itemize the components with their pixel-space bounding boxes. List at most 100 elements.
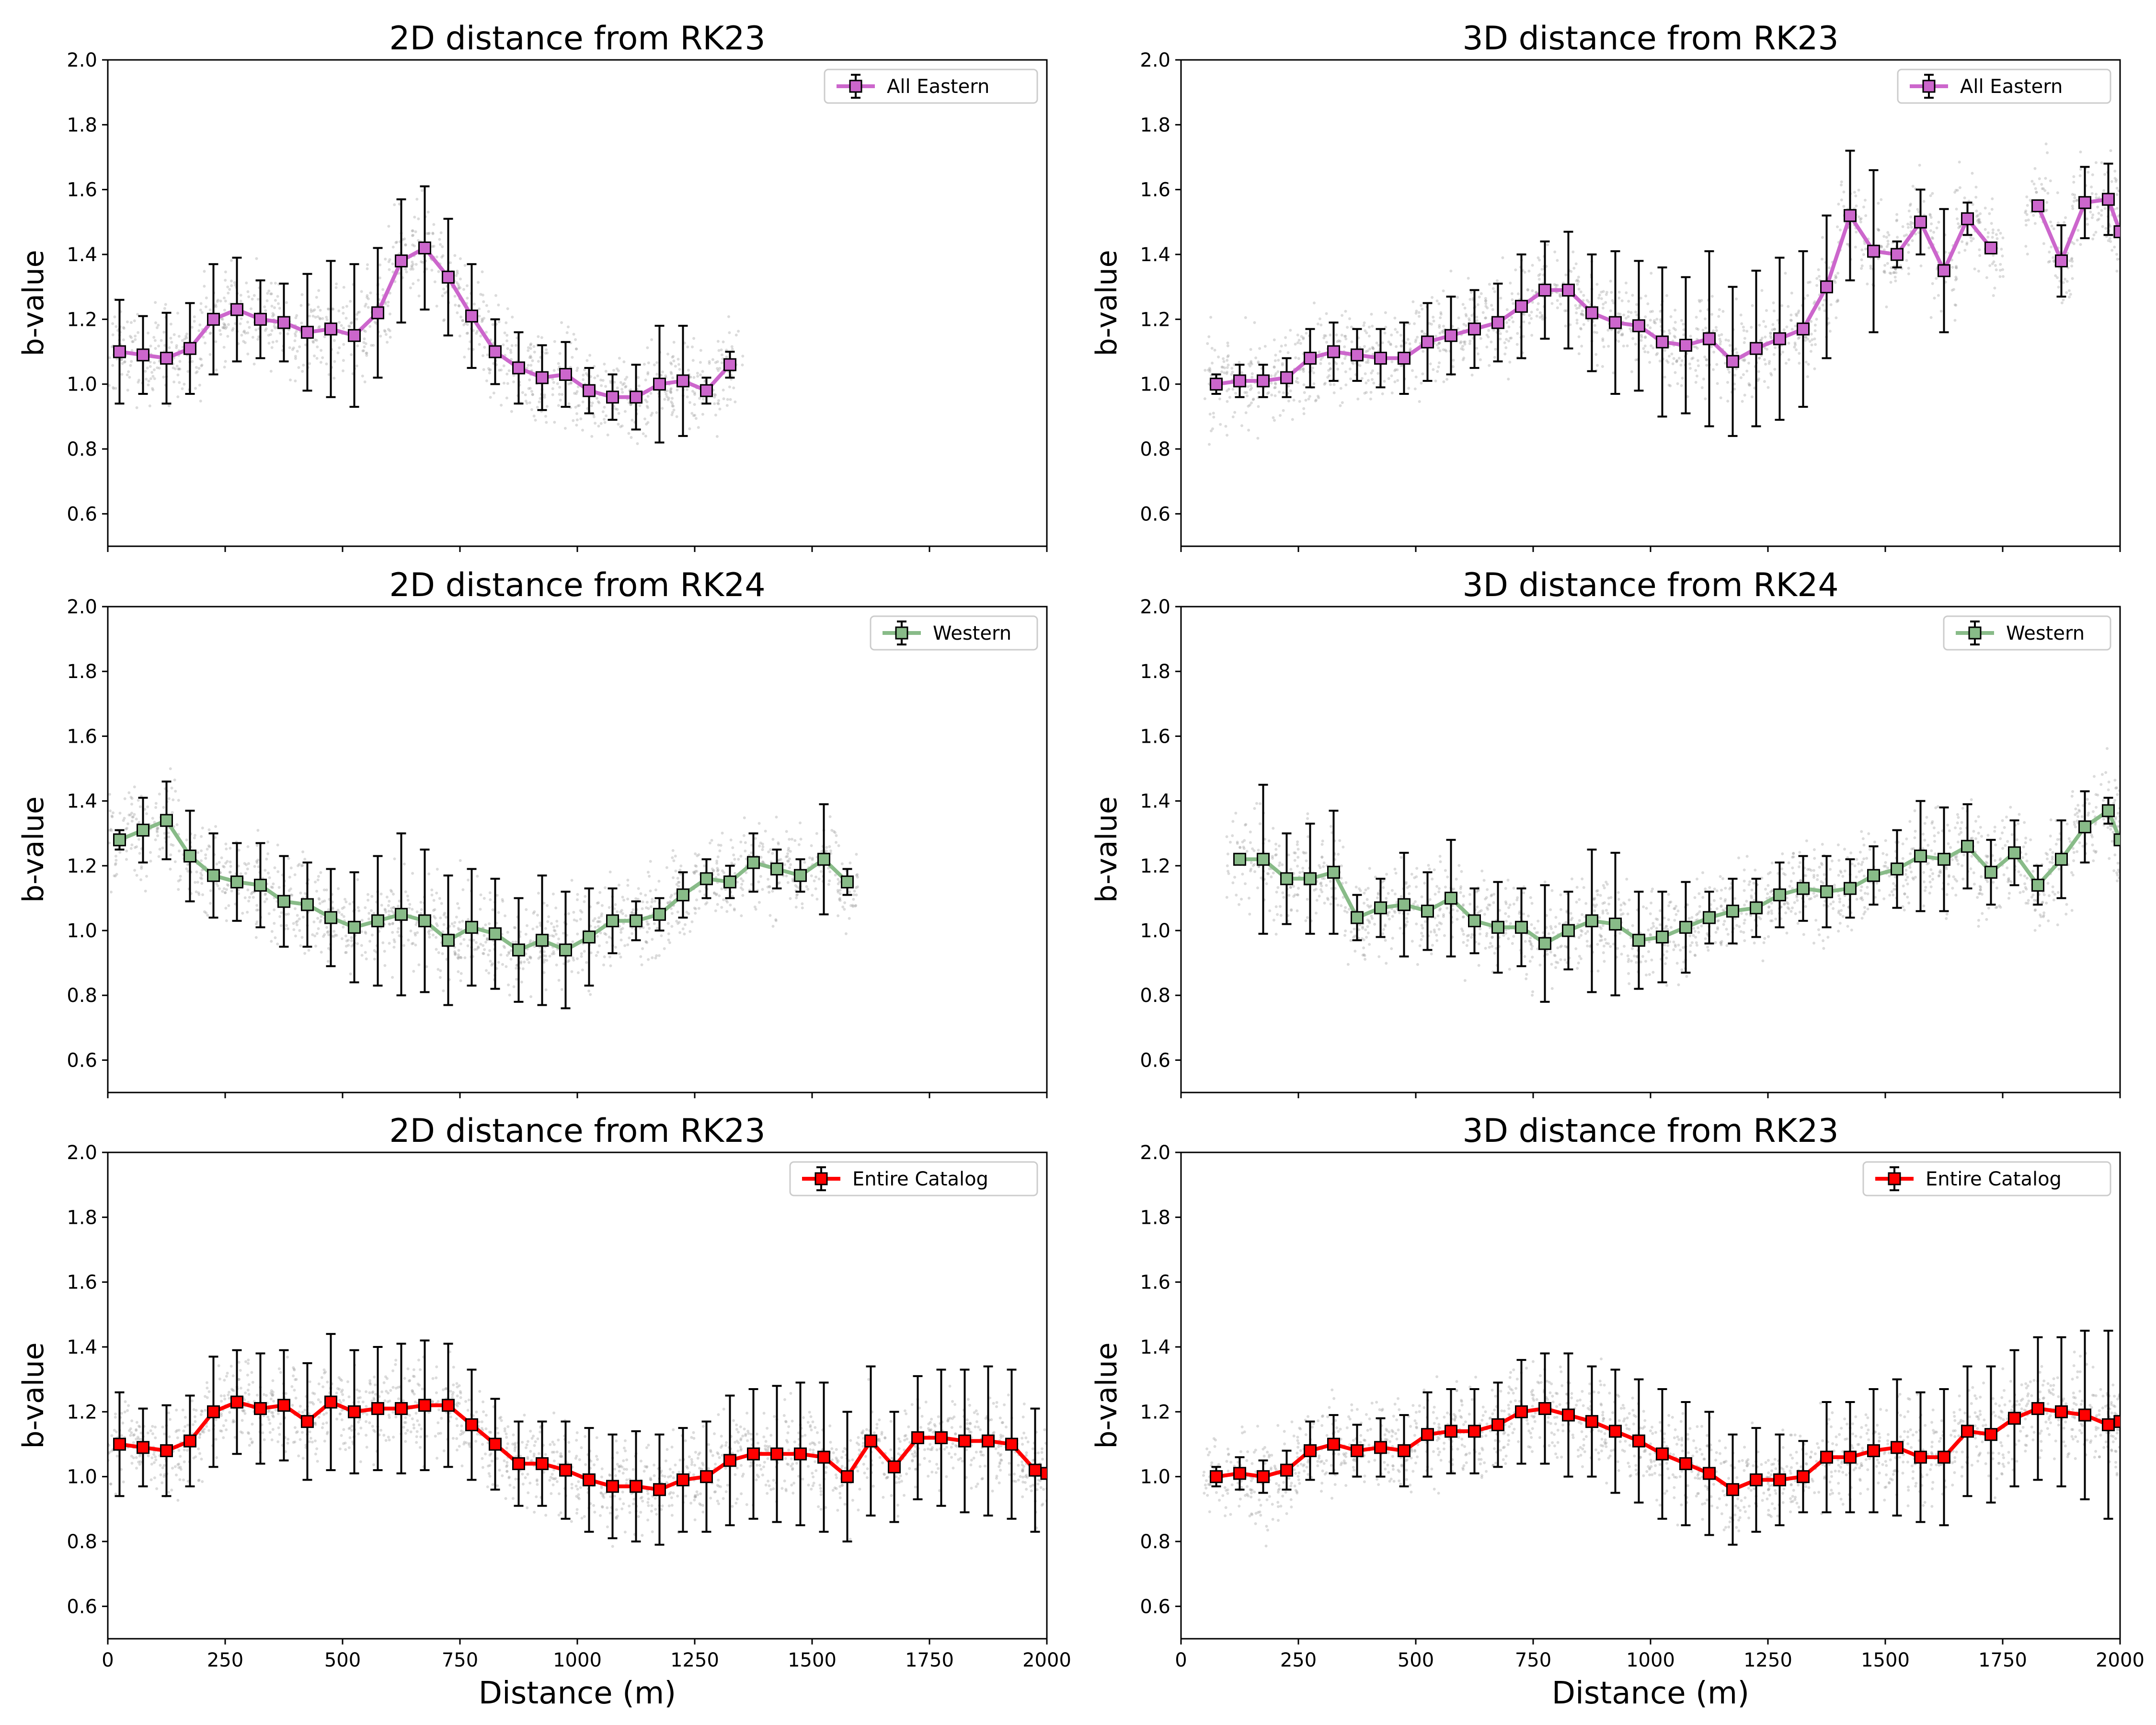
scatter-point — [856, 873, 859, 876]
scatter-point — [295, 330, 298, 333]
scatter-point — [149, 365, 152, 368]
scatter-point — [199, 876, 202, 880]
scatter-point — [1994, 264, 1997, 267]
scatter-point — [298, 862, 301, 866]
scatter-point — [151, 375, 155, 378]
scatter-point — [381, 288, 385, 291]
scatter-point — [1888, 271, 1892, 275]
scatter-point — [162, 806, 165, 809]
scatter-point — [1676, 382, 1679, 385]
scatter-point — [1377, 955, 1381, 958]
scatter-point — [1407, 387, 1411, 390]
scatter-point — [664, 374, 667, 378]
scatter-point — [1626, 344, 1629, 347]
scatter-point — [408, 907, 411, 910]
scatter-point — [1257, 865, 1261, 868]
scatter-point — [669, 370, 673, 374]
scatter-point — [1743, 341, 1746, 344]
scatter-point — [585, 359, 589, 362]
scatter-point — [256, 858, 260, 862]
scatter-point — [1411, 369, 1414, 372]
scatter-point — [453, 921, 457, 924]
scatter-point — [459, 979, 462, 982]
scatter-point — [582, 373, 585, 377]
scatter-point — [428, 929, 431, 932]
scatter-point — [1384, 923, 1387, 927]
scatter-point — [204, 857, 207, 860]
data-point — [1726, 355, 1739, 368]
scatter-point — [1427, 863, 1430, 867]
scatter-point — [1274, 382, 1277, 386]
scatter-point — [459, 928, 463, 932]
scatter-point — [620, 908, 623, 912]
scatter-point — [499, 953, 503, 956]
scatter-point — [208, 353, 212, 356]
scatter-point — [666, 398, 670, 402]
scatter-point — [1435, 924, 1439, 927]
scatter-point — [333, 339, 336, 342]
scatter-point — [531, 393, 534, 396]
scatter-point — [1364, 928, 1367, 932]
scatter-point — [784, 855, 788, 859]
scatter-point — [791, 879, 794, 883]
scatter-point — [115, 873, 118, 876]
scatter-point — [669, 391, 673, 394]
scatter-point — [216, 300, 219, 303]
scatter-point — [1610, 291, 1613, 294]
scatter-point — [596, 901, 599, 905]
scatter-point — [771, 889, 774, 893]
scatter-point — [336, 908, 340, 912]
scatter-point — [660, 374, 663, 377]
scatter-point — [246, 845, 250, 848]
scatter-point — [616, 910, 619, 913]
scatter-point — [1226, 864, 1229, 867]
scatter-point — [1602, 302, 1605, 306]
scatter-point — [403, 237, 406, 241]
scatter-point — [1302, 370, 1305, 373]
scatter-point — [651, 938, 654, 941]
scatter-point — [761, 842, 764, 846]
scatter-point — [333, 377, 336, 380]
scatter-point — [627, 432, 631, 435]
scatter-point — [1734, 347, 1737, 351]
scatter-point — [1438, 326, 1441, 329]
scatter-point — [644, 435, 647, 438]
scatter-point — [402, 862, 406, 866]
scatter-point — [2087, 171, 2090, 174]
scatter-point — [1354, 886, 1358, 889]
scatter-point — [391, 921, 395, 925]
scatter-point — [1522, 320, 1525, 323]
scatter-point — [719, 844, 722, 847]
scatter-point — [663, 947, 666, 950]
scatter-point — [413, 244, 416, 248]
scatter-point — [1301, 866, 1305, 870]
data-point — [183, 850, 196, 863]
data-point — [630, 391, 642, 404]
scatter-point — [1537, 256, 1540, 259]
scatter-point — [654, 888, 657, 892]
scatter-point — [1468, 298, 1472, 301]
scatter-point — [1414, 340, 1417, 344]
scatter-point — [508, 993, 511, 997]
scatter-point — [1694, 369, 1697, 372]
data-point — [1820, 280, 1833, 294]
scatter-point — [378, 276, 381, 279]
scatter-point — [603, 362, 606, 366]
scatter-point — [2066, 252, 2069, 255]
scatter-point — [224, 299, 227, 303]
scatter-point — [1757, 377, 1760, 380]
scatter-point — [1958, 161, 1961, 164]
scatter-point — [2002, 275, 2005, 278]
scatter-point — [1977, 221, 1980, 224]
scatter-point — [1723, 362, 1727, 365]
scatter-point — [528, 401, 531, 404]
scatter-point — [1710, 313, 1713, 316]
scatter-point — [1296, 341, 1299, 345]
scatter-point — [1244, 882, 1247, 886]
scatter-point — [1580, 312, 1583, 316]
scatter-point — [801, 902, 804, 906]
scatter-point — [679, 873, 682, 876]
data-point — [395, 908, 408, 921]
scatter-point — [754, 908, 757, 911]
scatter-point — [677, 881, 681, 884]
